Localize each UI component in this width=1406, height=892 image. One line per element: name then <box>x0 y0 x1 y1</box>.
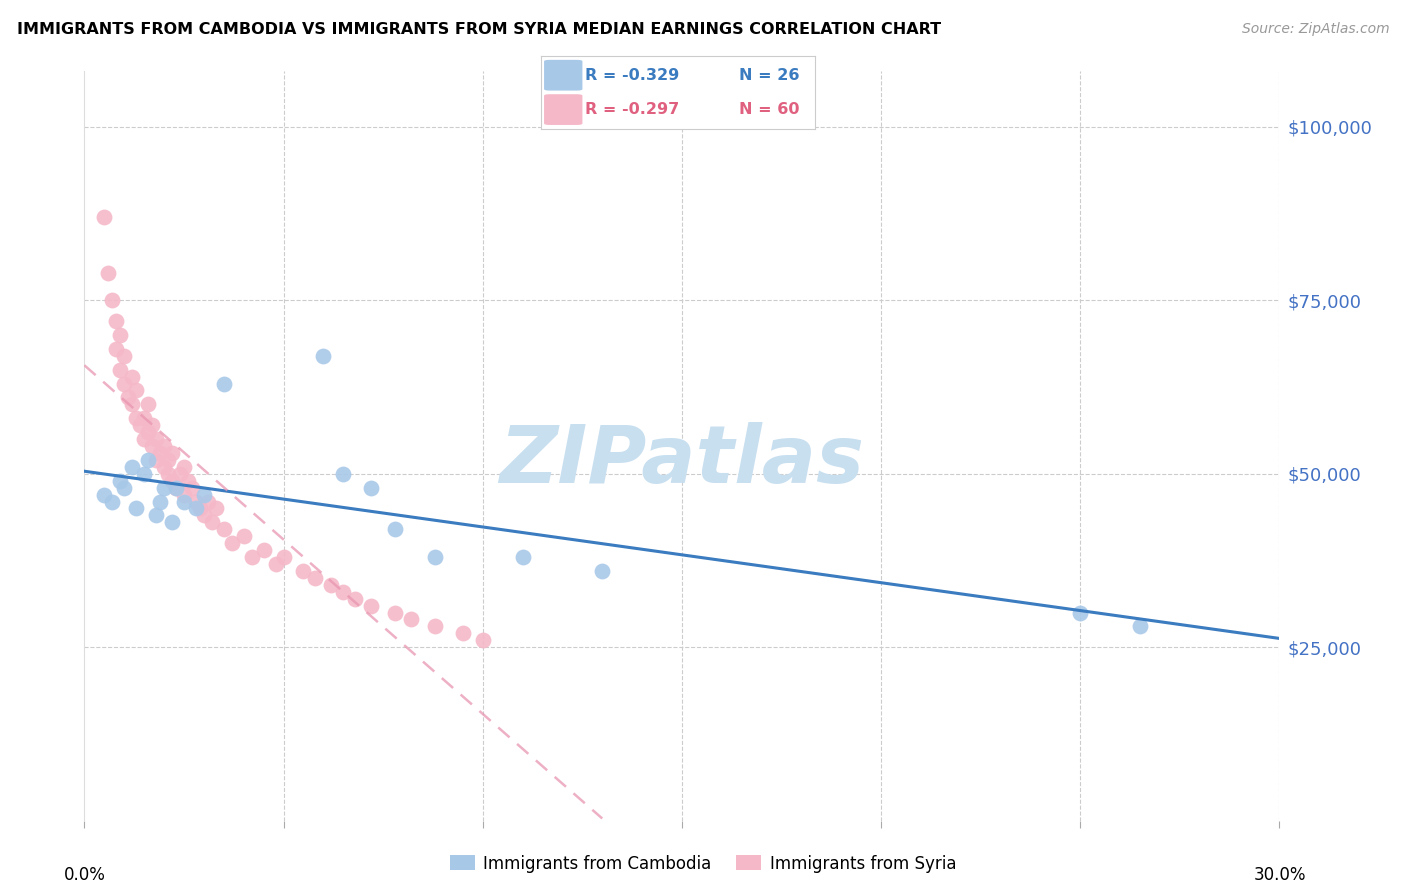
Point <box>153 459 176 474</box>
Point <box>105 314 128 328</box>
Point <box>132 411 156 425</box>
Point <box>112 481 135 495</box>
Text: N = 60: N = 60 <box>738 102 799 117</box>
Point <box>264 557 287 571</box>
Point <box>110 362 132 376</box>
Text: IMMIGRANTS FROM CAMBODIA VS IMMIGRANTS FROM SYRIA MEDIAN EARNINGS CORRELATION CH: IMMIGRANTS FROM CAMBODIA VS IMMIGRANTS F… <box>17 22 941 37</box>
Point <box>97 266 120 280</box>
Legend: Immigrants from Cambodia, Immigrants from Syria: Immigrants from Cambodia, Immigrants fro… <box>443 848 963 880</box>
Point <box>201 516 224 530</box>
Point <box>173 459 195 474</box>
Point <box>384 522 406 536</box>
Point <box>212 522 235 536</box>
Point <box>205 501 228 516</box>
Point <box>512 549 534 564</box>
Point <box>169 467 191 481</box>
Point <box>360 481 382 495</box>
FancyBboxPatch shape <box>544 95 582 125</box>
Point <box>136 397 159 411</box>
Point <box>141 439 163 453</box>
Text: ZIPatlas: ZIPatlas <box>499 422 865 500</box>
Point <box>145 508 167 523</box>
Point <box>240 549 263 564</box>
Point <box>117 391 139 405</box>
Point <box>145 453 167 467</box>
Point <box>145 432 167 446</box>
Point <box>253 543 276 558</box>
Point <box>149 494 172 508</box>
Point <box>129 418 152 433</box>
Point <box>165 481 187 495</box>
Point <box>121 459 143 474</box>
Point <box>153 439 176 453</box>
Point <box>197 494 219 508</box>
Point <box>312 349 335 363</box>
Point <box>193 487 215 501</box>
Point <box>184 494 207 508</box>
Text: N = 26: N = 26 <box>738 68 799 83</box>
Point <box>232 529 254 543</box>
Point <box>160 446 183 460</box>
Point <box>125 384 148 398</box>
Point <box>221 536 243 550</box>
Point <box>1129 619 1152 633</box>
Point <box>591 564 613 578</box>
Point <box>101 494 124 508</box>
Point <box>136 425 159 439</box>
Point <box>157 467 180 481</box>
Point <box>1069 606 1091 620</box>
Point <box>132 467 156 481</box>
Text: 0.0%: 0.0% <box>63 866 105 884</box>
Point <box>471 633 494 648</box>
Point <box>423 549 446 564</box>
Point <box>360 599 382 613</box>
Point <box>110 474 132 488</box>
Point <box>184 501 207 516</box>
Point <box>112 349 135 363</box>
Point <box>332 584 354 599</box>
Point <box>193 508 215 523</box>
Point <box>451 626 474 640</box>
Point <box>125 501 148 516</box>
Point <box>384 606 406 620</box>
Point <box>173 494 195 508</box>
Point <box>136 453 159 467</box>
Point <box>132 432 156 446</box>
Point <box>273 549 295 564</box>
Point <box>121 369 143 384</box>
Point <box>110 328 132 343</box>
Point <box>105 342 128 356</box>
Point <box>153 481 176 495</box>
Point <box>399 612 422 626</box>
Point <box>188 501 211 516</box>
Text: R = -0.329: R = -0.329 <box>585 68 679 83</box>
Point <box>101 293 124 308</box>
Point <box>157 453 180 467</box>
Text: 30.0%: 30.0% <box>1253 866 1306 884</box>
FancyBboxPatch shape <box>544 60 582 91</box>
Point <box>212 376 235 391</box>
Text: R = -0.297: R = -0.297 <box>585 102 679 117</box>
Point <box>332 467 354 481</box>
Text: Source: ZipAtlas.com: Source: ZipAtlas.com <box>1241 22 1389 37</box>
Point <box>141 418 163 433</box>
Point <box>93 210 115 224</box>
Point <box>423 619 446 633</box>
Point <box>344 591 367 606</box>
Point <box>177 474 200 488</box>
Point <box>112 376 135 391</box>
Point <box>125 411 148 425</box>
Point <box>181 481 204 495</box>
Point <box>121 397 143 411</box>
Point <box>173 487 195 501</box>
Point <box>160 516 183 530</box>
Point <box>321 578 343 592</box>
Point <box>93 487 115 501</box>
Point <box>165 481 187 495</box>
Point <box>304 571 326 585</box>
Point <box>160 474 183 488</box>
Point <box>149 446 172 460</box>
Point <box>292 564 315 578</box>
